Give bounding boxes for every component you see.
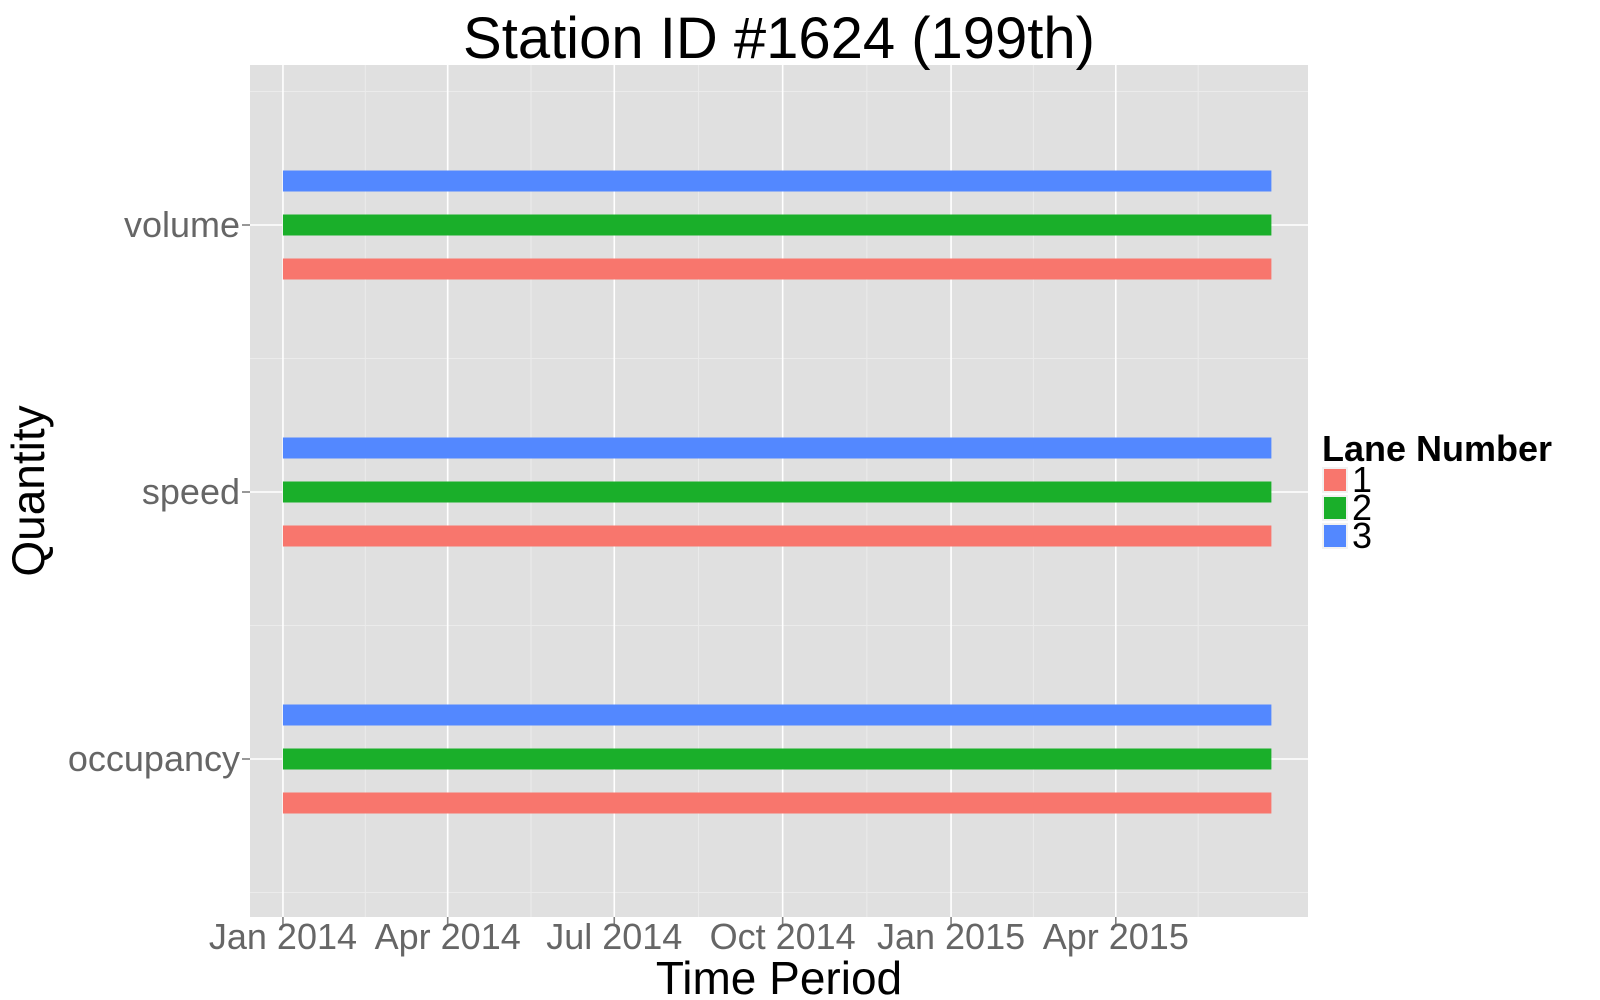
bar-lane-3-occupancy: [282, 704, 1272, 726]
bars: [282, 170, 1272, 814]
x-tick-label: Apr 2014: [375, 916, 521, 957]
legend-title: Lane Number: [1322, 428, 1552, 469]
legend-swatch-3: [1324, 525, 1346, 547]
legend-keys: 123: [1322, 459, 1372, 556]
chart-title: Station ID #1624 (199th): [463, 6, 1095, 71]
x-tick-label: Apr 2015: [1043, 916, 1189, 957]
legend: Lane Number 123: [1322, 428, 1552, 556]
y-tick-label: volume: [124, 204, 240, 245]
bar-lane-3-speed: [282, 437, 1272, 459]
x-tick-label: Jul 2014: [546, 916, 682, 957]
y-tick-label: speed: [142, 471, 240, 512]
x-axis-title: Time Period: [656, 952, 902, 1000]
bar-lane-2-volume: [282, 214, 1272, 236]
legend-swatch-1: [1324, 469, 1346, 491]
legend-swatch-2: [1324, 497, 1346, 519]
legend-label-3: 3: [1352, 515, 1372, 556]
y-tick-label: occupancy: [68, 738, 240, 779]
legend-label-1: 1: [1352, 459, 1372, 500]
x-tick-label: Jan 2015: [877, 916, 1025, 957]
bar-lane-1-speed: [282, 525, 1272, 547]
x-tick-label: Jan 2014: [209, 916, 357, 957]
bar-lane-3-volume: [282, 170, 1272, 192]
bar-lane-2-speed: [282, 481, 1272, 503]
x-axis: Jan 2014 Apr 2014 Jul 2014 Oct 2014 Jan 2015…: [209, 916, 1189, 957]
bar-lane-1-occupancy: [282, 792, 1272, 814]
x-tick-label: Oct 2014: [710, 916, 856, 957]
y-axis: occupancy speed volume: [68, 204, 250, 779]
bar-lane-2-occupancy: [282, 748, 1272, 770]
legend-label-2: 2: [1352, 487, 1372, 528]
y-axis-title: Quantity: [2, 405, 54, 576]
bar-lane-1-volume: [282, 258, 1272, 280]
